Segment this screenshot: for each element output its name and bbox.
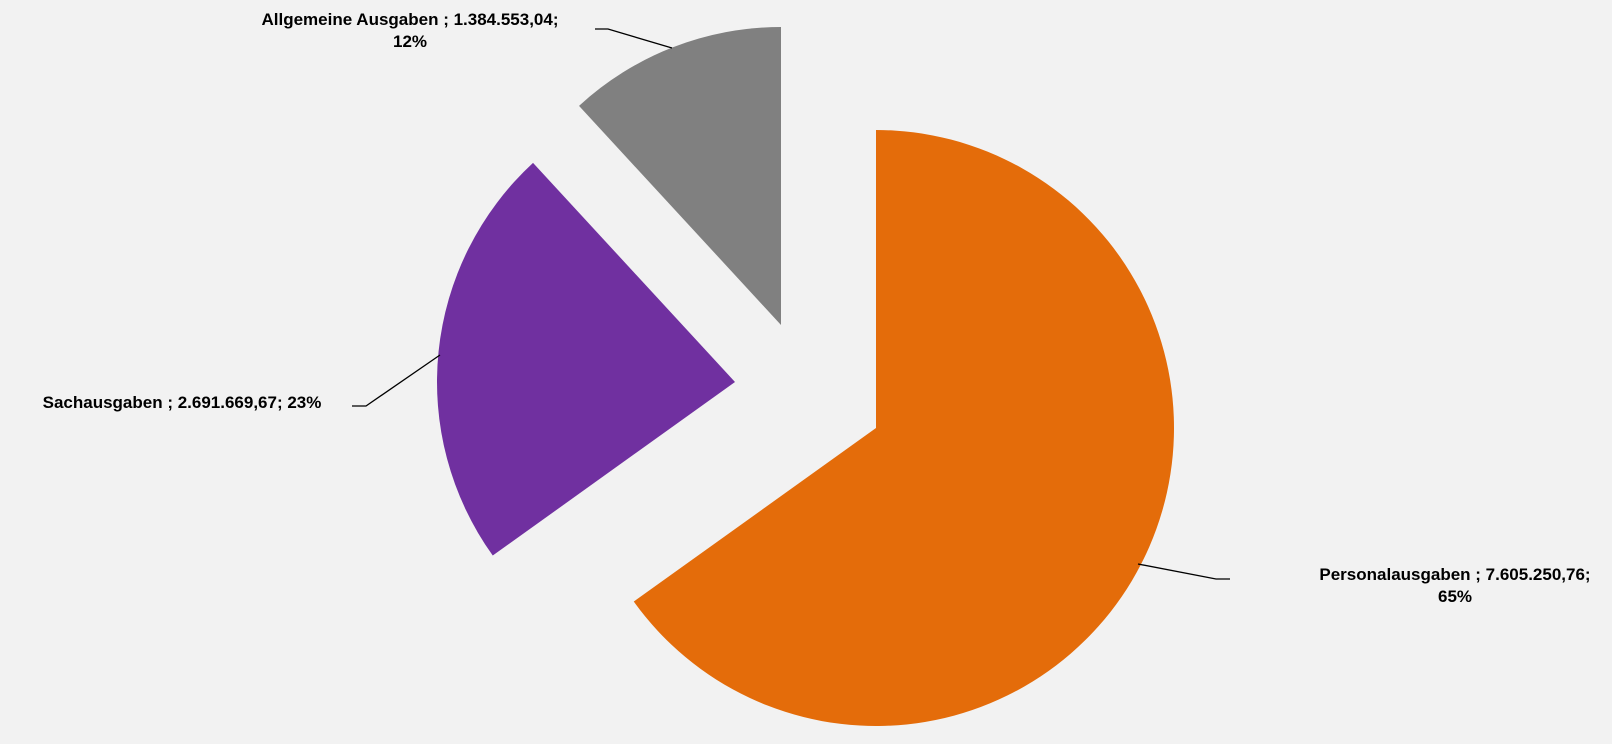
leader-line [1137, 563, 1230, 580]
leader-line [595, 28, 673, 49]
pie-slice-sachausgaben [437, 162, 735, 556]
data-label: Sachausgaben ; 2.691.669,67; 23% [43, 393, 322, 412]
data-label-line: Personalausgaben ; 7.605.250,76; [1319, 565, 1590, 584]
leader-line [352, 354, 441, 407]
leader-lines [352, 28, 1230, 580]
pie-slice-allgemeine-ausgaben [579, 27, 781, 325]
data-label: Allgemeine Ausgaben ; 1.384.553,04; 12% [262, 10, 559, 51]
data-label-line: 65% [1438, 587, 1472, 606]
pie-slices [437, 27, 1175, 726]
pie-slice-personalausgaben [633, 129, 1175, 726]
data-labels: Personalausgaben ; 7.605.250,76; 65% Sacha… [43, 10, 1591, 606]
data-label: Personalausgaben ; 7.605.250,76; 65% [1319, 565, 1590, 606]
data-label-line: Allgemeine Ausgaben ; 1.384.553,04; [262, 10, 559, 29]
data-label-line: Sachausgaben ; 2.691.669,67; 23% [43, 393, 322, 412]
data-label-line: 12% [393, 32, 427, 51]
